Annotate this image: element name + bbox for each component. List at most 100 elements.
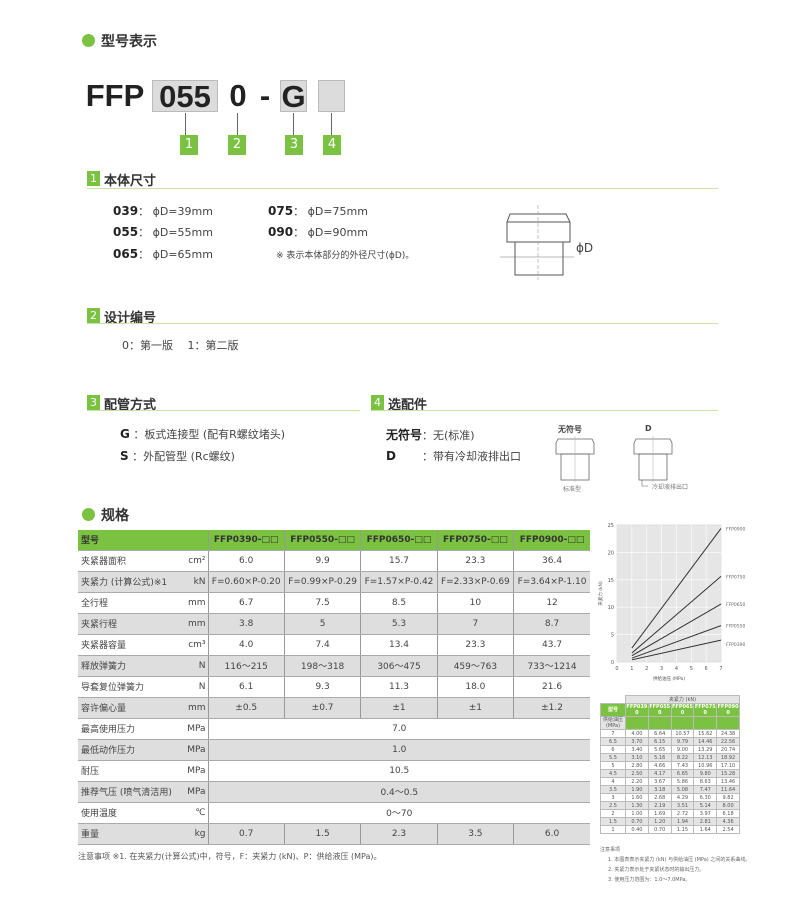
separator: ： — [293, 205, 305, 218]
option-code: 无符号 — [386, 428, 423, 442]
number-badge-3: 3 — [285, 135, 303, 155]
force-row: 2 1.00 1.69 2.72 3.97 6.18 — [600, 809, 740, 818]
section-4-title: 选配件 — [388, 398, 428, 413]
force-value: 5.86 — [670, 777, 695, 786]
force-value: 1.94 — [670, 817, 695, 826]
separator: ： — [138, 248, 150, 261]
force-value: 8.22 — [670, 753, 695, 762]
size-note: ※ 表示本体部分的外径尺寸(ϕD)。 — [276, 251, 415, 261]
force-row: 6.5 3.70 6.15 9.79 14.46 22.56 — [600, 737, 740, 746]
design-number-text: 0：第一版 1：第二版 — [122, 339, 239, 352]
pressure-value: 2 — [600, 809, 626, 818]
force-value: 0.40 — [625, 825, 649, 834]
force-value: 22.56 — [716, 737, 740, 746]
row-value: 1.0 — [207, 739, 590, 761]
section-3-number: 3 — [87, 395, 100, 410]
spec-row: 夹紧力 (计算公式)※1 kN F=0.60×P-0.20 F=0.99×P-0.29… — [78, 571, 590, 593]
force-value: 2.72 — [670, 809, 695, 818]
row-value: 13.4 — [360, 634, 438, 656]
piping-item: G ：板式连接型 (配有R螺纹堵头) — [120, 426, 285, 442]
divider — [371, 410, 718, 411]
spec-row: 夹紧器容量 cm³ 4.0 7.4 13.4 23.3 43.7 — [78, 634, 590, 656]
row-unit: kN — [184, 571, 209, 593]
spec-row: 使用温度 ℃ 0～70 — [78, 802, 590, 824]
x-tick-label: 0 — [615, 666, 618, 672]
force-value: 1.15 — [670, 825, 695, 834]
pressure-value: 6.5 — [600, 737, 626, 746]
force-value: 3.40 — [625, 745, 649, 754]
force-row: 3.5 1.90 3.18 5.08 7.47 11.64 — [600, 785, 740, 794]
row-value: 21.6 — [513, 676, 590, 698]
row-value: 23.3 — [436, 634, 514, 656]
force-value: 10.57 — [670, 729, 695, 738]
pressure-value: 4 — [600, 777, 626, 786]
force-value: 1.00 — [625, 809, 649, 818]
size-value: ϕD=75mm — [307, 205, 368, 218]
force-value: 7.43 — [670, 761, 695, 770]
y-tick-label: 10 — [608, 605, 614, 611]
pressure-value: 3.5 — [600, 785, 626, 794]
spec-row: 最高使用压力 MPa 7.0 — [78, 718, 590, 740]
x-tick-label: 5 — [690, 666, 693, 672]
force-value: 3.10 — [625, 753, 649, 762]
spec-footnote: 注意事项 ※1. 在夹紧力(计算公式)中，符号，F：夹紧力 (kN)、P：供给液… — [78, 852, 382, 861]
row-unit: mm — [184, 592, 209, 614]
force-note: 1. 本图表表示夹紧力 (kN) 与供给油压 (MPa) 之间的关系曲线。 — [608, 857, 751, 863]
row-unit: N — [184, 676, 209, 698]
row-value: 3.5 — [436, 823, 514, 845]
force-value: 2.54 — [716, 825, 740, 834]
connector-line — [331, 113, 332, 135]
row-value: 2.3 — [360, 823, 438, 845]
force-value: 13.29 — [693, 745, 718, 754]
option-item: D ：带有冷却液排出口 — [386, 448, 521, 464]
force-notes-title: 注意事项 — [600, 847, 621, 853]
force-value: 8.63 — [693, 777, 718, 786]
pressure-header-row: 供给油压 (MPa) — [600, 716, 740, 730]
row-value: F=0.60×P-0.20 — [207, 571, 285, 593]
option-diagram-caption: 标准型 — [563, 486, 582, 493]
force-value: 17.10 — [716, 761, 740, 770]
separator: ： — [293, 226, 305, 239]
option-desc: ：带有冷却液排出口 — [422, 450, 521, 463]
plot-area — [616, 524, 722, 663]
separator: ： — [138, 226, 150, 239]
series-label: FFP0750 — [726, 574, 745, 580]
row-label: 推荐气压 (喷气清洁用) — [78, 781, 184, 803]
row-value: 7.5 — [283, 592, 361, 614]
force-row: 7 4.00 6.64 10.57 15.62 24.38 — [600, 729, 740, 738]
size-code: 090 — [268, 225, 294, 239]
force-value: 1.64 — [693, 825, 718, 834]
row-value: 10.5 — [207, 760, 590, 782]
model-dash: - — [259, 78, 271, 113]
section-3-title: 配管方式 — [104, 398, 157, 413]
option-item: 无符号：无(标准) — [386, 426, 475, 443]
force-value: 3.18 — [647, 785, 672, 794]
section-4-number: 4 — [371, 395, 384, 410]
force-value: 4.66 — [647, 761, 672, 770]
row-value: 9.9 — [283, 550, 361, 572]
pressure-value: 5 — [600, 761, 626, 770]
size-code: 065 — [113, 247, 139, 261]
force-value: 2.80 — [625, 761, 649, 770]
force-value: 4.36 — [716, 817, 740, 826]
section-2-title: 设计编号 — [104, 311, 157, 326]
pressure-value: 5.5 — [600, 753, 626, 762]
row-unit: N — [184, 655, 209, 677]
row-label: 夹紧力 (计算公式)※1 — [78, 571, 184, 593]
model-header: FFP0390 — [625, 703, 649, 717]
blank-cell — [647, 716, 672, 730]
pressure-value: 1.5 — [600, 817, 626, 826]
spec-row: 重量 kg 0.7 1.5 2.3 3.5 6.0 — [78, 823, 590, 845]
force-value: 2.68 — [647, 793, 672, 802]
row-value: 7.0 — [207, 718, 590, 740]
row-value: 7.4 — [283, 634, 361, 656]
row-value: 12 — [513, 592, 590, 614]
force-row: 4.5 2.50 4.17 6.65 9.80 15.28 — [600, 769, 740, 778]
row-unit: mm — [184, 697, 209, 719]
row-value: 18.0 — [436, 676, 514, 698]
force-value: 5.14 — [693, 801, 718, 810]
row-value: 0.7 — [207, 823, 285, 845]
bullet-icon — [82, 508, 95, 521]
pressure-value: 4.5 — [600, 769, 626, 778]
y-tick-label: 20 — [608, 550, 614, 556]
